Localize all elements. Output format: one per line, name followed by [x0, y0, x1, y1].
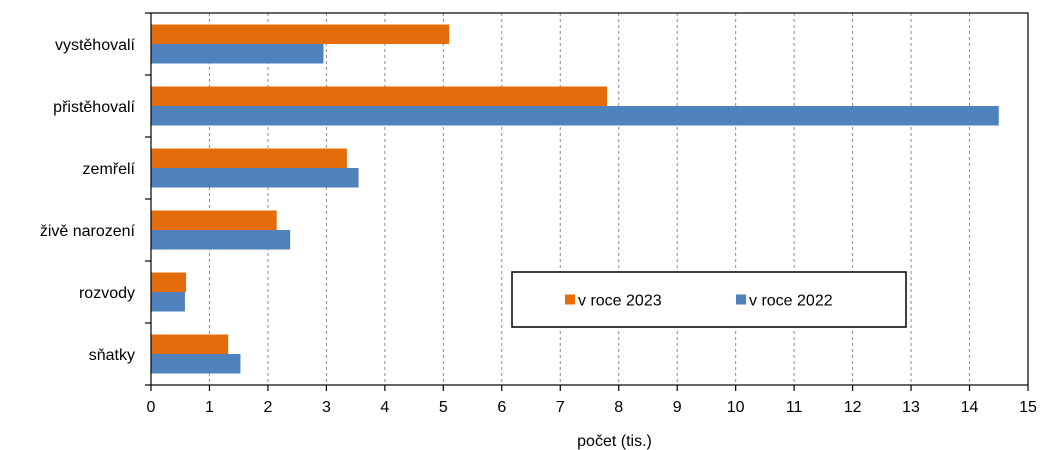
bar-zive-narozeni-v-roce-2023	[151, 210, 277, 230]
x-tick-label: 14	[961, 399, 979, 416]
x-tick-label: 13	[902, 399, 920, 416]
category-label-snatky: sňatky	[89, 347, 135, 364]
axes	[145, 12, 1029, 391]
x-tick-label: 8	[614, 399, 623, 416]
bar-vystehovali-v-roce-2022	[151, 44, 324, 64]
legend-swatch-2022	[736, 294, 746, 305]
plot-frame	[150, 12, 1029, 386]
x-tick-label: 6	[497, 399, 506, 416]
legend-box	[511, 271, 907, 328]
x-tick-labels: 0 1 2 3 4 5 6 7 8 9 10 11 12 13 14 15	[147, 399, 1037, 416]
x-tick-label: 10	[727, 399, 745, 416]
gridlines	[208, 13, 971, 385]
x-tick-label: 2	[263, 399, 272, 416]
category-label-zive-narozeni: živě narození	[40, 223, 136, 240]
x-tick-label: 11	[786, 399, 803, 416]
legend-label-2023: v roce 2023	[578, 293, 662, 310]
legend-swatch-2023	[565, 294, 575, 305]
bar-zemreli-v-roce-2022	[151, 168, 359, 188]
x-tick-label: 1	[205, 399, 214, 416]
x-tick-label: 4	[380, 399, 389, 416]
x-axis-title: počet (tis.)	[577, 433, 652, 450]
category-label-zemreli: zemřelí	[83, 161, 136, 178]
x-tick-label: 9	[673, 399, 682, 416]
category-label-pristehovali: přistěhovalí	[53, 99, 135, 116]
bar-vystehovali-v-roce-2023	[151, 24, 450, 44]
bar-rozvody-v-roce-2022	[151, 292, 185, 312]
bar-rozvody-v-roce-2023	[151, 272, 187, 292]
x-tick-label: 3	[322, 399, 331, 416]
bar-pristehovali-v-roce-2022	[151, 106, 999, 126]
category-labels: vystěhovalí přistěhovalí zemřelí živě naroz…	[40, 37, 136, 364]
legend: v roce 2023 v roce 2022	[511, 271, 907, 328]
x-tick-label: 5	[439, 399, 448, 416]
bars	[151, 24, 999, 374]
bar-snatky-v-roce-2023	[151, 334, 229, 354]
bar-snatky-v-roce-2022	[151, 354, 241, 374]
x-tick-label: 12	[844, 399, 862, 416]
x-tick-label: 7	[556, 399, 565, 416]
bar-zive-narozeni-v-roce-2022	[151, 230, 291, 250]
category-label-rozvody: rozvody	[79, 285, 135, 302]
bar-pristehovali-v-roce-2023	[151, 86, 608, 106]
legend-label-2022: v roce 2022	[749, 293, 833, 310]
bar-zemreli-v-roce-2023	[151, 148, 347, 168]
x-tick-label: 15	[1019, 399, 1037, 416]
x-tick-label: 0	[147, 399, 156, 416]
category-label-vystehovali: vystěhovalí	[55, 37, 136, 54]
